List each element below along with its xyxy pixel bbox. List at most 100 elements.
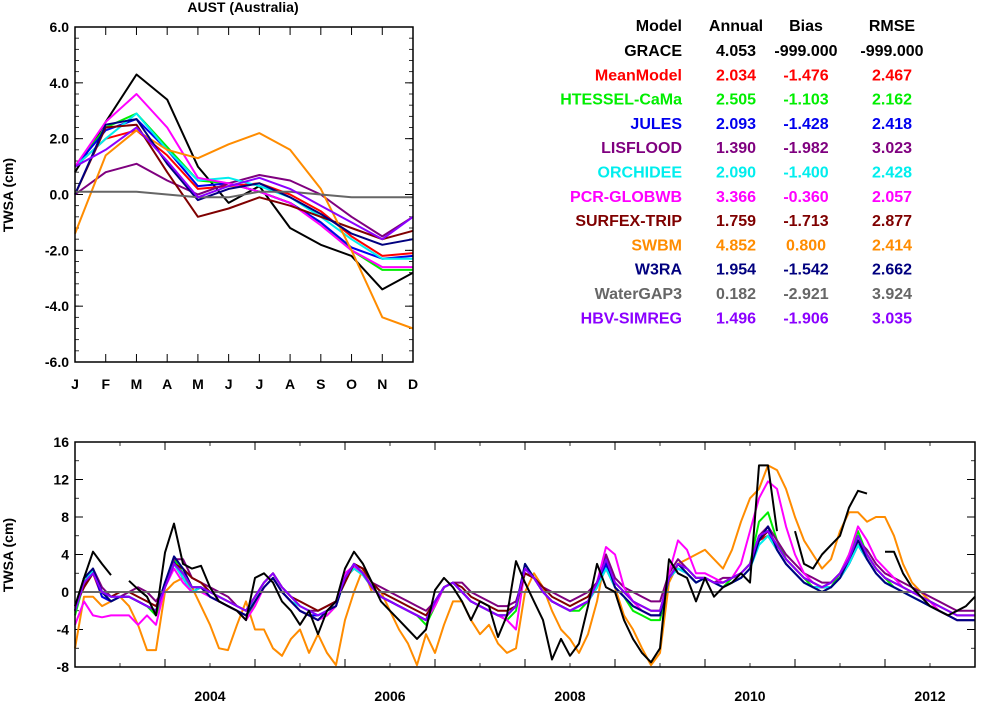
table-cell-rmse: 2.162 (872, 92, 912, 109)
series-line (75, 190, 413, 199)
x-tick-label: F (101, 376, 110, 392)
y-tick-label: -8 (57, 659, 70, 675)
series-line (74, 129, 414, 330)
table-cell-model: ORCHIDEE (598, 165, 683, 182)
y-tick-label: 12 (53, 472, 69, 488)
table-cell-model: HBV-SIMREG (581, 310, 682, 327)
table-cell-rmse: 2.418 (872, 116, 912, 133)
y-tick-label: -6.0 (45, 354, 69, 370)
table-cell-model: GRACE (624, 43, 682, 60)
table-cell-rmse: 3.035 (872, 310, 912, 327)
table-cell-annual: 3.366 (716, 189, 756, 206)
table-cell-bias: -1.906 (783, 310, 828, 327)
table-header: RMSE (869, 18, 916, 35)
series-line (74, 480, 975, 631)
table-cell-bias: -1.476 (783, 67, 828, 84)
table-cell-model: WaterGAP3 (595, 286, 683, 303)
table-cell-rmse: 2.467 (872, 67, 912, 84)
x-tick-label: J (255, 376, 263, 392)
table-cell-rmse: 2.414 (872, 237, 912, 254)
series-line (74, 530, 975, 622)
table-header: Annual (709, 18, 763, 35)
x-tick-label: A (285, 376, 295, 392)
table-cell-rmse: 3.023 (872, 140, 912, 157)
table-cell-model: SWBM (631, 237, 682, 254)
table-cell-model: LISFLOOD (601, 140, 682, 157)
x-tick-label: D (408, 376, 418, 392)
table-cell-annual: 1.496 (716, 310, 756, 327)
table-cell-bias: -1.982 (783, 140, 828, 157)
x-tick-label: A (162, 376, 172, 392)
x-tick-label: M (131, 376, 143, 392)
x-tick-label: 2004 (194, 688, 225, 704)
table-cell-bias: -2.921 (783, 286, 828, 303)
table-cell-annual: 4.852 (716, 237, 756, 254)
x-tick-label: 2010 (734, 688, 765, 704)
table-header: Bias (789, 18, 823, 35)
table-cell-annual: 2.093 (716, 116, 756, 133)
y-tick-label: 4 (61, 547, 69, 563)
series-line (885, 550, 976, 617)
plot-area: 16 12 8 4 0 -4 -8 2004 2006 2008 2010 2012 (53, 434, 976, 704)
x-tick-label: S (316, 376, 325, 392)
table-cell-rmse: -999.000 (860, 43, 923, 60)
table-cell-bias: -999.000 (774, 43, 837, 60)
y-tick-label: 6.0 (50, 19, 70, 35)
y-tick-label: 0 (61, 584, 69, 600)
series-line (74, 550, 112, 607)
table-cell-rmse: 2.057 (872, 189, 912, 206)
panel-title: AUST (Australia) (187, 0, 298, 15)
table-cell-bias: -1.713 (783, 213, 828, 230)
table-cell-bias: -0.360 (783, 189, 828, 206)
series-line (794, 489, 868, 570)
y-tick-label: 16 (53, 434, 69, 450)
table-header: Model (636, 18, 682, 35)
x-tick-label: O (346, 376, 357, 392)
table-cell-model: PCR-GLOBWB (570, 189, 682, 206)
table-cell-model: SURFEX-TRIP (575, 213, 682, 230)
y-tick-label: 4.0 (50, 75, 70, 91)
x-tick-label: 2008 (554, 688, 585, 704)
table-cell-annual: 1.759 (716, 213, 756, 230)
series-line (74, 118, 414, 246)
table-cell-rmse: 2.877 (872, 213, 912, 230)
plot-frame (74, 441, 976, 668)
statistics-table: Model Annual Bias RMSE GRACE 4.053 -999.000 -99… (560, 18, 923, 327)
table-cell-annual: 2.034 (716, 67, 756, 84)
plot-frame (74, 26, 414, 363)
table-cell-annual: 4.053 (716, 43, 756, 60)
plot-area: 6.04.02.00.0-2.0-4.0-6.0J F M A M J J A S O N D (45, 19, 418, 392)
table-cell-rmse: 3.924 (872, 286, 912, 303)
table-cell-bias: -1.400 (783, 165, 828, 182)
table-cell-model: MeanModel (595, 67, 682, 84)
x-tick-label: 2012 (914, 688, 945, 704)
y-axis-title: TWSA (cm) (0, 158, 16, 232)
series-line (74, 93, 413, 269)
table-cell-rmse: 2.428 (872, 165, 912, 182)
table-cell-annual: 0.182 (716, 286, 756, 303)
time-series-panel: TWSA (cm) 16 12 8 4 0 -4 -8 2004 2006 2008 2010 201… (0, 434, 976, 704)
x-tick-label: J (71, 376, 79, 392)
x-tick-label: J (225, 376, 233, 392)
x-tick-label: N (377, 376, 387, 392)
y-tick-label: 0.0 (50, 187, 70, 203)
table-cell-model: HTESSEL-CaMa (560, 92, 682, 109)
series-line (128, 464, 778, 664)
table-cell-annual: 2.505 (716, 92, 756, 109)
y-tick-label: 2.0 (50, 131, 70, 147)
y-tick-label: -4 (57, 622, 70, 638)
seasonal-cycle-panel: AUST (Australia) TWSA (cm) 6.0 4.0 2.0 0.0 -… (0, 0, 418, 392)
table-cell-bias: 0.800 (786, 237, 826, 254)
table-cell-annual: 1.390 (716, 140, 756, 157)
x-tick-label: M (192, 376, 204, 392)
y-tick-label: 8 (61, 509, 69, 525)
table-cell-bias: -1.103 (783, 92, 828, 109)
table-cell-bias: -1.428 (783, 116, 828, 133)
series-line (74, 162, 414, 238)
y-tick-label: -4.0 (45, 298, 69, 314)
series-line (74, 126, 414, 241)
table-cell-model: W3RA (635, 262, 683, 279)
table-cell-annual: 1.954 (716, 262, 756, 279)
table-cell-bias: -1.542 (783, 262, 828, 279)
